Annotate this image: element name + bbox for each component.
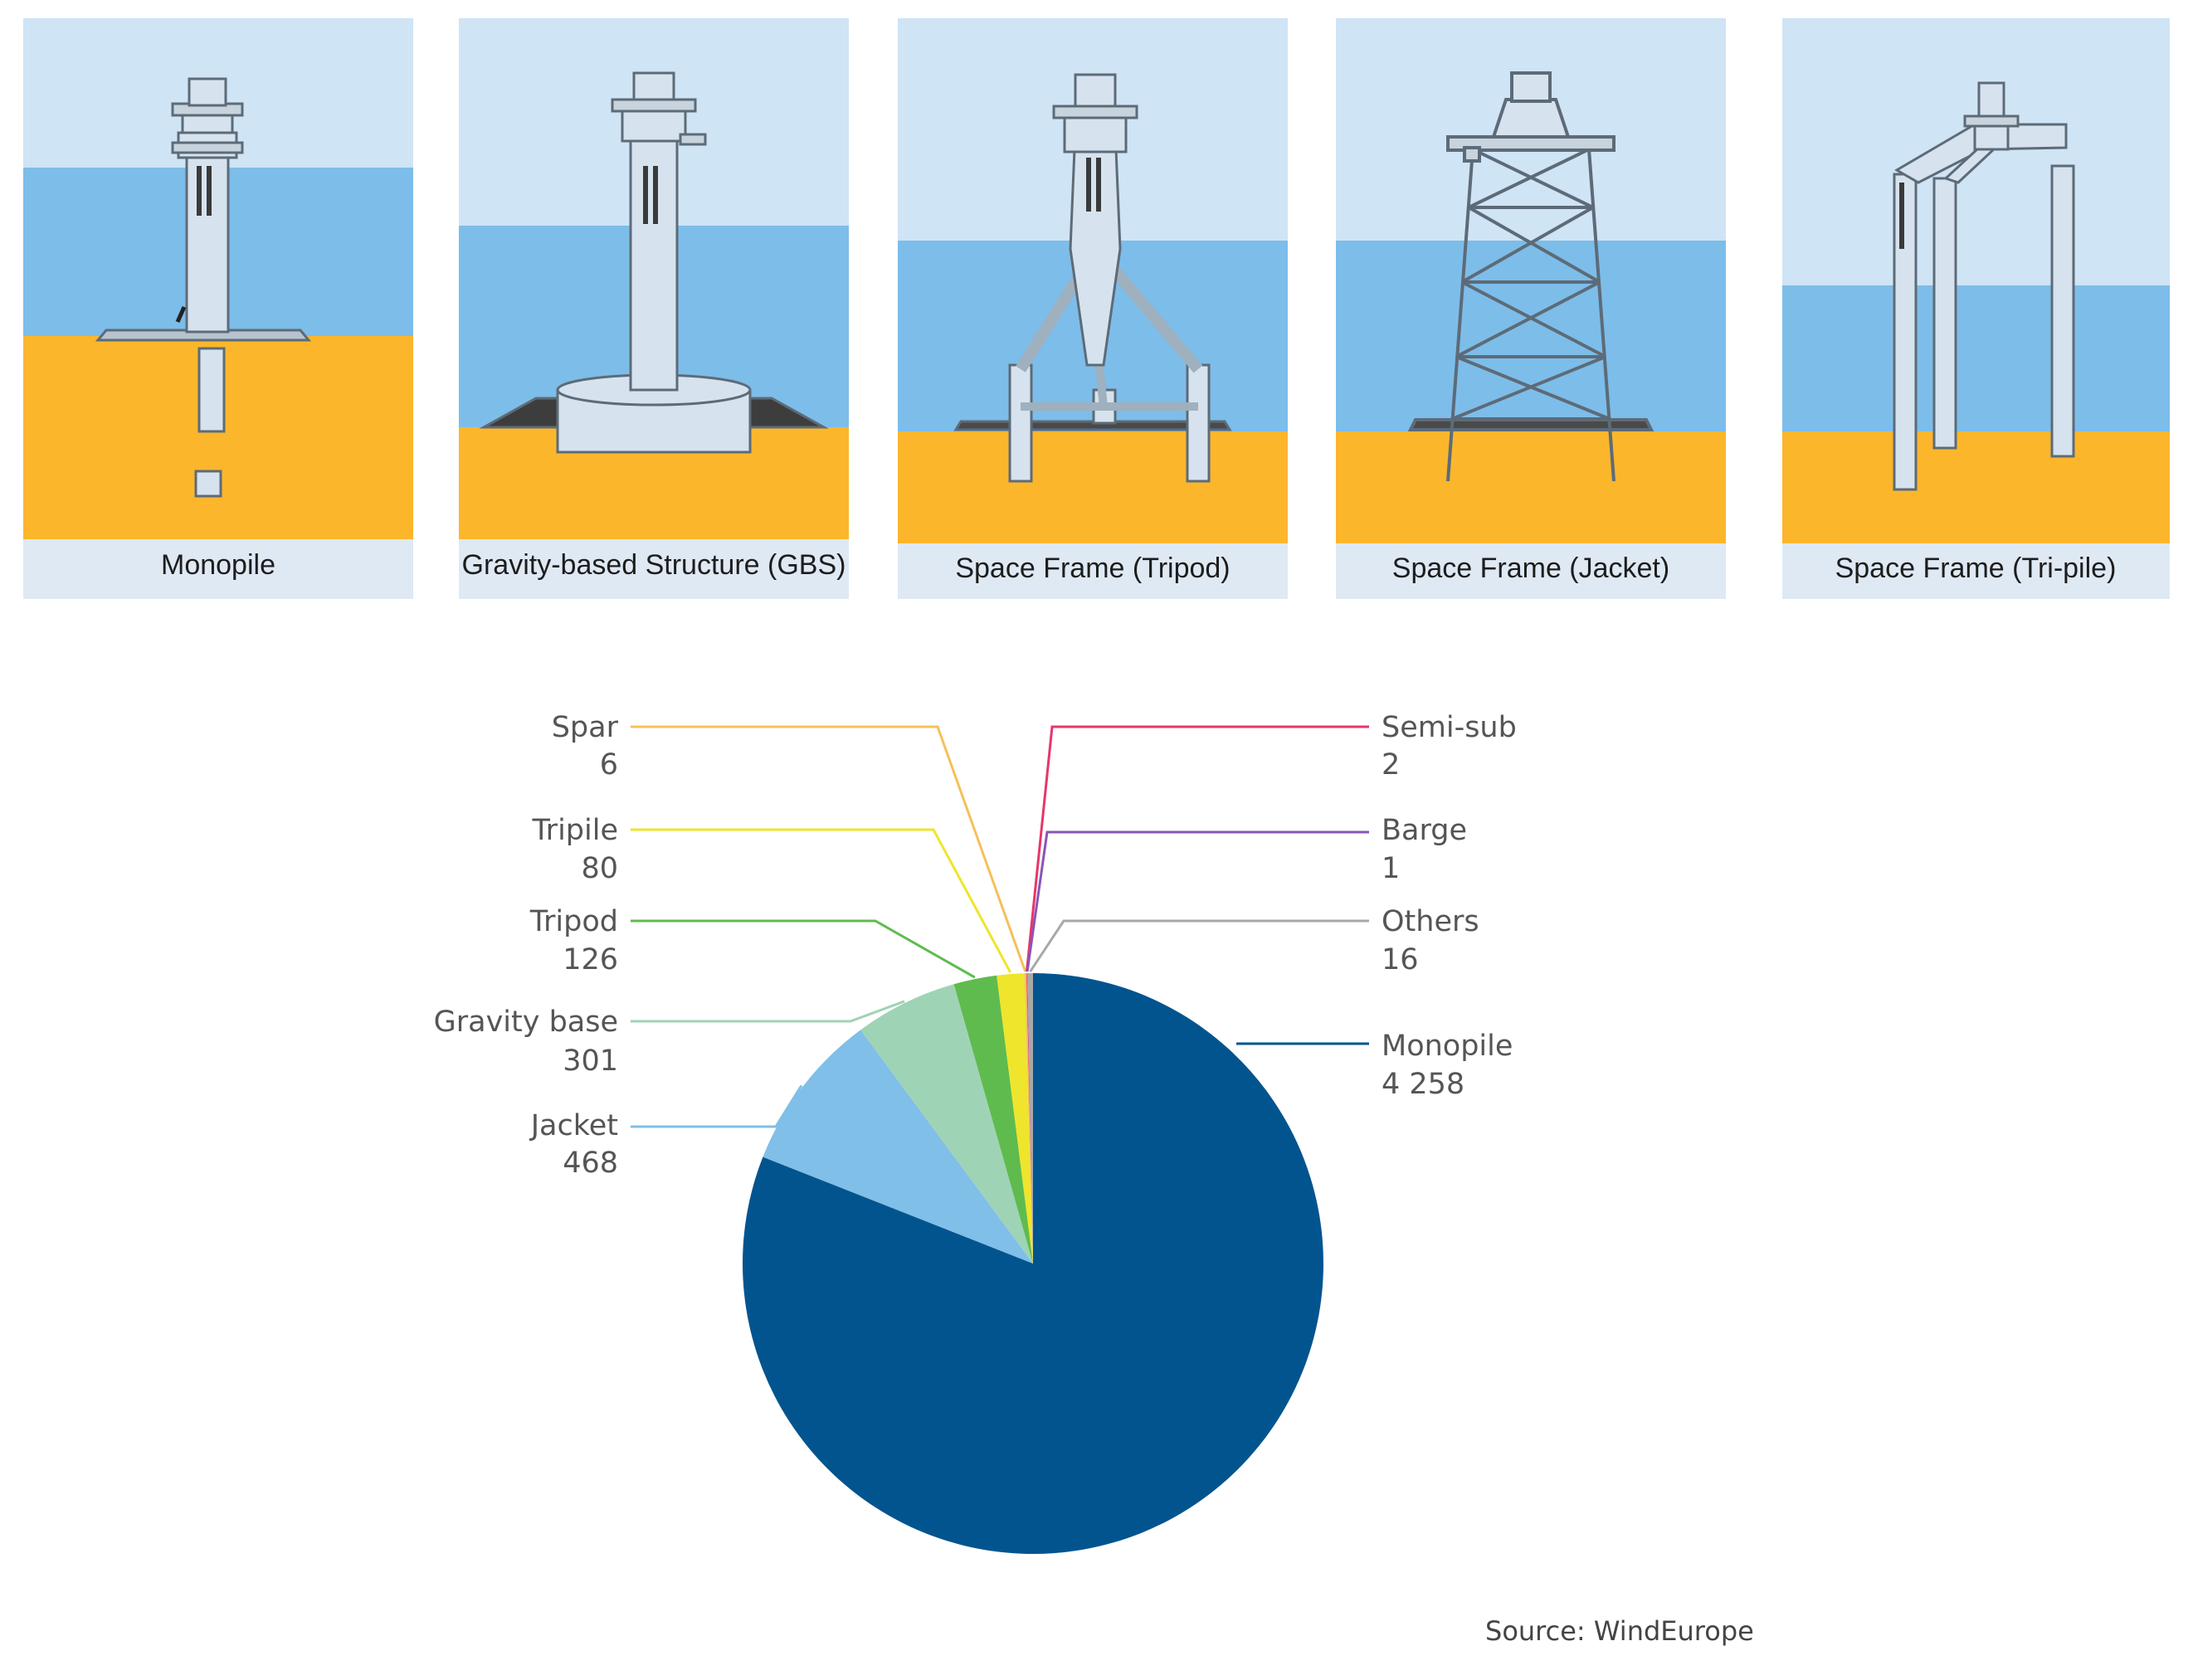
pie-slice-others: [1027, 973, 1033, 1264]
pie-label-value-others: 16: [1382, 943, 1419, 976]
pie-slice-gravity-base: [860, 984, 1033, 1264]
leader-line-tripile: [631, 828, 1012, 973]
pie-label-value-spar: 6: [600, 748, 618, 782]
pie-label-value-semi-sub: 2: [1382, 748, 1400, 782]
pie-slice-tripile: [997, 973, 1033, 1264]
pie-label-value-barge: 1: [1382, 852, 1400, 885]
leader-line-spar: [631, 725, 1027, 972]
pie-label-name-monopile: Monopile: [1382, 1030, 1513, 1063]
leader-line-jacket: [631, 1084, 803, 1128]
pie-slice-tripod: [953, 975, 1033, 1264]
panel-monopile: Monopile: [23, 18, 413, 599]
pie-label-value-monopile: 4 258: [1382, 1068, 1464, 1101]
leader-line-others: [1029, 919, 1369, 972]
panel-caption: Space Frame (Jacket): [1392, 553, 1669, 584]
pie-label-name-tripod: Tripod: [529, 905, 618, 938]
pie-labels: Spar 6 Tripile 80 Tripod 126 Gravity bas…: [434, 711, 1517, 1180]
tripod-foundation-icon: [953, 73, 1232, 483]
pie-label-name-semi-sub: Semi-sub: [1382, 711, 1517, 744]
pie-leader-lines: [631, 725, 1369, 1128]
panel-space-frame-tri-pile: Space Frame (Tri-pile): [1782, 18, 2170, 599]
pie-label-name-gravity-base: Gravity base: [434, 1006, 618, 1039]
tri-pile-foundation-icon: [1893, 81, 2075, 491]
leader-line-gravity-base: [631, 1000, 905, 1023]
source-note: Source: WindEurope: [1485, 1615, 1754, 1647]
pie-label-name-others: Others: [1382, 905, 1479, 938]
pie-slice-spar: [1024, 973, 1033, 1264]
panel-caption: Monopile: [161, 549, 275, 581]
pie-slice-barge: [1026, 973, 1033, 1264]
pie-label-name-jacket: Jacket: [529, 1109, 618, 1142]
gravity-based-structure-icon: [479, 71, 829, 454]
pie-label-name-tripile: Tripile: [531, 814, 618, 847]
pie-label-name-spar: Spar: [552, 711, 619, 744]
panel-caption: Space Frame (Tri-pile): [1835, 553, 2117, 584]
foundation-type-pie-chart: [742, 973, 1323, 1555]
pie-label-value-gravity-base: 301: [563, 1045, 618, 1078]
pie-slice-jacket: [763, 1030, 1033, 1264]
pie-label-value-tripod: 126: [563, 943, 618, 976]
pie-slice-monopile: [742, 973, 1323, 1555]
leader-line-barge: [1026, 830, 1369, 972]
leader-line-tripod: [631, 919, 976, 979]
panel-caption: Space Frame (Tripod): [955, 553, 1230, 584]
leader-line-semi-sub: [1025, 725, 1369, 972]
monopile-foundation-icon: [95, 77, 312, 498]
pie-label-name-barge: Barge: [1382, 814, 1467, 847]
panel-gravity-based-structure: Gravity-based Structure (GBS): [459, 18, 849, 599]
panel-space-frame-jacket: Space Frame (Jacket): [1336, 18, 1726, 599]
pie-slice-semi-sub: [1026, 973, 1033, 1264]
pie-label-value-jacket: 468: [563, 1147, 618, 1180]
pie-label-value-tripile: 80: [581, 852, 618, 885]
panel-space-frame-tripod: Space Frame (Tripod): [898, 18, 1288, 599]
panel-caption: Gravity-based Structure (GBS): [462, 549, 846, 581]
jacket-foundation-icon: [1407, 71, 1654, 482]
